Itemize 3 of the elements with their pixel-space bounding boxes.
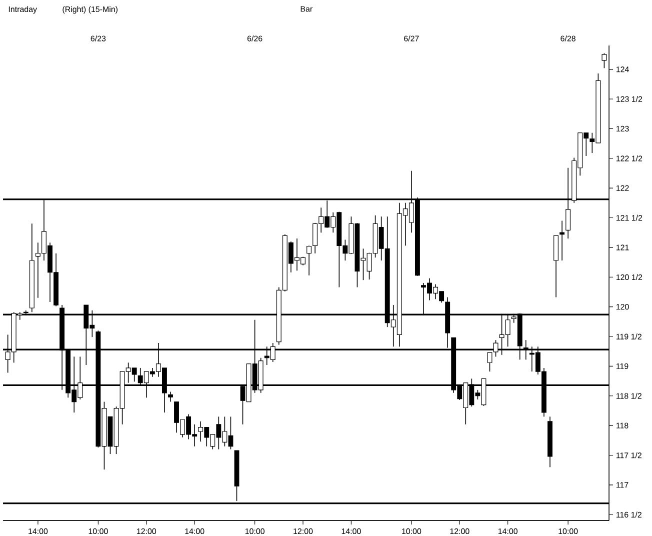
candlestick [168, 391, 173, 402]
candlestick [306, 245, 312, 276]
candlestick [602, 52, 607, 69]
